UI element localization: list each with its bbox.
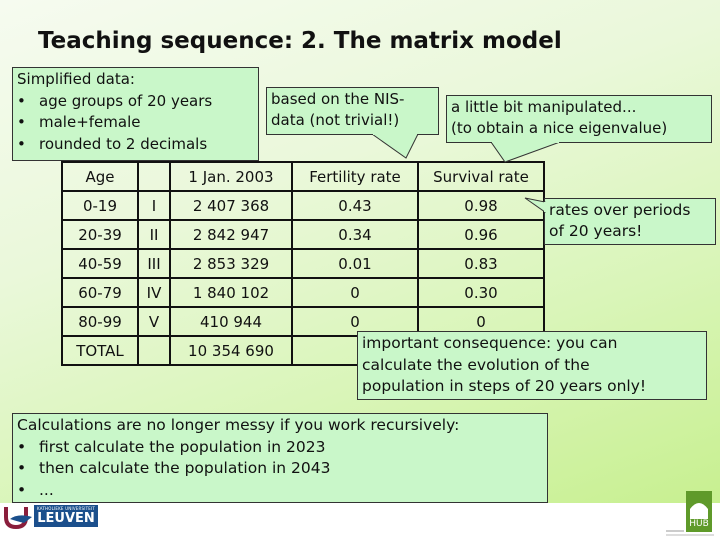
callout-line: important consequence: you can	[362, 334, 618, 352]
cell-age: 80-99	[61, 306, 139, 337]
callout-line: population in steps of 20 years only!	[362, 377, 647, 395]
header-fertility: Fertility rate	[291, 161, 419, 192]
callout-line: a little bit manipulated...	[451, 98, 637, 116]
cell-fertility: 0.01	[291, 248, 419, 279]
cell-class: II	[137, 219, 171, 250]
callout-pointer	[371, 134, 419, 159]
ku-leuven-emblem-icon	[4, 505, 98, 530]
cell-age: 20-39	[61, 219, 139, 250]
callout-line: (to obtain a nice eigenvalue)	[451, 119, 668, 137]
hub-logo: HUB	[664, 491, 720, 540]
cell-survival: 0.83	[417, 248, 545, 279]
hub-emblem-icon	[666, 491, 714, 536]
callout-pointer	[490, 142, 561, 163]
callout-heading: Simplified data:	[17, 70, 135, 88]
callout-line: of 20 years!	[549, 222, 643, 240]
table-row: 60-79 IV 1 840 102 0 0.30	[61, 277, 545, 308]
cell-class	[137, 335, 171, 366]
header-survival: Survival rate	[417, 161, 545, 192]
callout-line: calculate the evolution of the	[362, 355, 590, 374]
callout-heading: Calculations are no longer messy if you …	[17, 416, 460, 434]
header-class	[137, 161, 171, 192]
table-row: 20-39 II 2 842 947 0.34 0.96	[61, 219, 545, 250]
cell-age: TOTAL	[61, 335, 139, 366]
cell-population: 410 944	[169, 306, 293, 337]
header-age: Age	[61, 161, 139, 192]
callout-consequence: important consequence: you can calculate…	[357, 331, 707, 400]
callout-line: rates over periods	[549, 201, 691, 219]
cell-population: 2 407 368	[169, 190, 293, 221]
table-row: 0-19 I 2 407 368 0.43 0.98	[61, 190, 545, 221]
cell-fertility: 0	[291, 277, 419, 308]
cell-population: 1 840 102	[169, 277, 293, 308]
bullet-item: • rounded to 2 decimals	[17, 134, 208, 153]
bullet-item: •...	[17, 480, 54, 499]
ku-leuven-logo: KATHOLIEKE UNIVERSITEIT LEUVEN	[4, 505, 104, 533]
header-population: 1 Jan. 2003	[169, 161, 293, 192]
cell-class: IV	[137, 277, 171, 308]
bullet-item: • male+female	[17, 113, 141, 131]
cell-population: 2 842 947	[169, 219, 293, 250]
callout-manipulated: a little bit manipulated... (to obtain a…	[446, 95, 712, 143]
cell-fertility: 0.34	[291, 219, 419, 250]
bullet-item: • age groups of 20 years	[17, 91, 213, 110]
cell-age: 0-19	[61, 190, 139, 221]
hub-wordmark: HUB	[689, 519, 709, 529]
cell-class: I	[137, 190, 171, 221]
cell-population: 2 853 329	[169, 248, 293, 279]
callout-nis-data: based on the NIS- data (not trivial!)	[266, 87, 439, 135]
callout-simplified-data: Simplified data: • age groups of 20 years…	[12, 67, 259, 161]
cell-age: 40-59	[61, 248, 139, 279]
cell-age: 60-79	[61, 277, 139, 308]
cell-survival: 0.98	[417, 190, 545, 221]
cell-survival: 0.96	[417, 219, 545, 250]
ku-leuven-subtitle: KATHOLIEKE UNIVERSITEIT	[37, 506, 95, 511]
cell-fertility: 0.43	[291, 190, 419, 221]
callout-pointer	[524, 197, 546, 213]
bullet-item: • then calculate the population in 2043	[17, 459, 331, 477]
cell-population: 10 354 690	[169, 335, 293, 366]
table-row: 40-59 III 2 853 329 0.01 0.83	[61, 248, 545, 279]
table-header-row: Age 1 Jan. 2003 Fertility rate Survival …	[61, 161, 545, 192]
cell-class: V	[137, 306, 171, 337]
footer-strip	[0, 503, 720, 540]
callout-rates-periods: rates over periods of 20 years!	[544, 198, 716, 245]
callout-line: based on the NIS-	[271, 90, 405, 108]
callout-line: data (not trivial!)	[271, 111, 400, 129]
cell-survival: 0.30	[417, 277, 545, 308]
bullet-item: • first calculate the population in 2023	[17, 437, 326, 456]
callout-recursive: Calculations are no longer messy if you …	[12, 413, 548, 503]
cell-class: III	[137, 248, 171, 279]
slide-title: Teaching sequence: 2. The matrix model	[38, 28, 562, 54]
population-table: Age 1 Jan. 2003 Fertility rate Survival …	[61, 161, 545, 366]
ku-leuven-wordmark: LEUVEN	[37, 511, 95, 526]
